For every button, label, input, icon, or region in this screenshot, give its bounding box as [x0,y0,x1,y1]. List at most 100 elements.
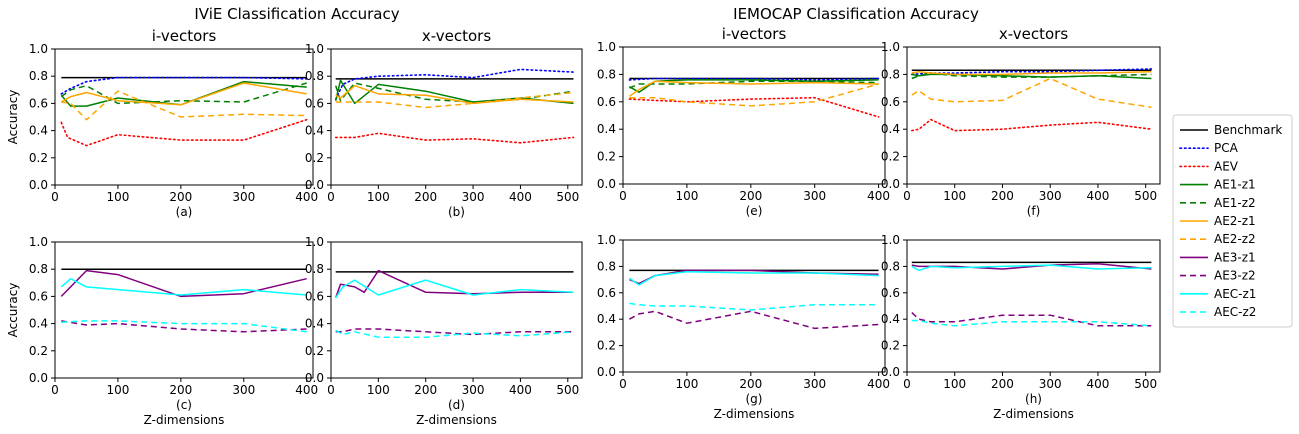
series-line [911,70,1152,76]
legend-item: Benchmark [1180,123,1282,137]
legend-label: AE1-z2 [1214,196,1256,210]
series-line [629,302,879,311]
y-tick-label: 0.0 [29,178,48,192]
x-tick-label: 100 [367,190,390,204]
y-tick-label: 1.0 [881,40,900,54]
x-tick-label: 0 [51,383,59,397]
legend-label: PCA [1214,141,1239,155]
x-tick-label: 300 [1039,377,1062,391]
series-line [335,328,574,336]
x-tick-label: 0 [327,383,335,397]
x-tick-label: 500 [556,383,579,397]
chart-panel: 0 100 200 300 400 0.0 0.2 0.4 0.6 0.8 1.0 (g)Z-dime… [597,233,890,421]
y-tick-label: 1.0 [597,40,616,54]
x-tick-label: 200 [169,190,192,204]
x-tick-label: 300 [232,190,255,204]
chart-panels: 0 100 200 300 4000.00.20.40.60.81.0i-vectors… [6,25,1161,427]
y-tick-label: 0.0 [881,365,900,379]
x-tick-label: 400 [1086,377,1109,391]
y-tick-label: 0.2 [305,344,324,358]
series-line [629,79,879,93]
y-tick-label: 0.4 [597,122,616,136]
panel-label: (g) [746,392,763,406]
axes-frame [906,46,1161,185]
x-tick-label: 300 [462,190,485,204]
x-tick-label: 400 [867,189,890,203]
series-line [628,96,880,118]
y-tick-label: 0.8 [881,67,900,81]
series-line [61,90,307,121]
legend-label: AE3-z1 [1214,250,1256,264]
y-tick-label: 0.0 [29,371,48,385]
x-axis-label: Z-dimensions [416,413,497,427]
panel-label: (h) [1025,392,1042,406]
series-line [60,118,308,147]
y-tick-label: 0.2 [597,150,616,164]
y-tick-label: 0.0 [597,365,616,379]
panel-label: (c) [176,398,192,412]
series-line [911,312,1152,327]
x-tick-label: 100 [943,189,966,203]
x-tick-label: 100 [106,190,129,204]
x-tick-label: 200 [739,189,762,203]
y-tick-label: 0.2 [29,344,48,358]
y-tick-label: 0.6 [305,289,324,303]
legend-label: AEC-z2 [1214,305,1256,319]
y-tick-label: 0.4 [881,312,900,326]
y-axis-label: Accuracy [6,90,20,145]
legend-item: AEC-z2 [1180,305,1256,319]
y-tick-label: 0.2 [881,339,900,353]
y-tick-label: 0.2 [597,339,616,353]
x-tick-label: 100 [943,377,966,391]
figure-title-iemocap: IEMOCAP Classification Accuracy [733,5,979,23]
y-tick-label: 0.6 [29,289,48,303]
axes-frame [330,241,583,379]
axes-frame [54,241,314,379]
series-line [628,80,879,97]
x-tick-label: 500 [556,190,579,204]
axes-frame [906,239,1161,373]
y-tick-label: 0.8 [881,259,900,273]
series-line [334,68,575,101]
legend-label: AE1-z1 [1214,178,1256,192]
y-tick-label: 0.4 [597,312,616,326]
series-line [60,76,308,95]
x-tick-label: 400 [295,190,318,204]
series-line [911,264,1152,272]
y-tick-label: 0.6 [881,286,900,300]
series-line [911,319,1152,327]
y-tick-label: 0.4 [881,122,900,136]
x-tick-label: 100 [106,383,129,397]
x-tick-label: 400 [1086,189,1109,203]
series-line [334,79,574,105]
y-tick-label: 1.0 [29,42,48,56]
y-tick-label: 0.4 [305,124,324,138]
y-tick-label: 0.2 [305,151,324,165]
series-line [60,82,307,105]
series-line [61,320,307,333]
x-axis-label: Z-dimensions [714,407,795,421]
axes-frame [330,48,583,186]
x-tick-label: 500 [1134,189,1157,203]
y-tick-label: 1.0 [305,235,324,249]
chart-panel: 0 100 200 300 400 500 0.0 0.2 0.4 0.6 0.8 1.0 (d)Z-d… [305,235,583,427]
y-tick-label: 0.8 [29,262,48,276]
y-tick-label: 1.0 [881,233,900,247]
legend-label: AE2-z2 [1214,232,1256,246]
y-tick-label: 0.8 [29,69,48,83]
chart-panel: 0 100 200 300 400 500 0.0 0.2 0.4 0.6 0.8 1.0 x-vect… [881,25,1161,218]
legend: Benchmark PCA AEV AE1-z1 AE1-z2 AE2-z1 AE2-z2 A… [1172,114,1293,328]
x-tick-label: 100 [675,377,698,391]
y-axis-label: Accuracy [6,283,20,338]
x-tick-label: 300 [232,383,255,397]
y-tick-label: 0.8 [597,259,616,273]
legend-label: AEV [1214,159,1239,173]
y-tick-label: 0.4 [305,317,324,331]
x-tick-label: 400 [867,377,890,391]
series-line [335,279,574,299]
series-line [334,269,574,299]
legend-item: AE2-z1 [1180,214,1256,228]
series-line [629,310,879,330]
panel-title: i-vectors [152,27,217,45]
